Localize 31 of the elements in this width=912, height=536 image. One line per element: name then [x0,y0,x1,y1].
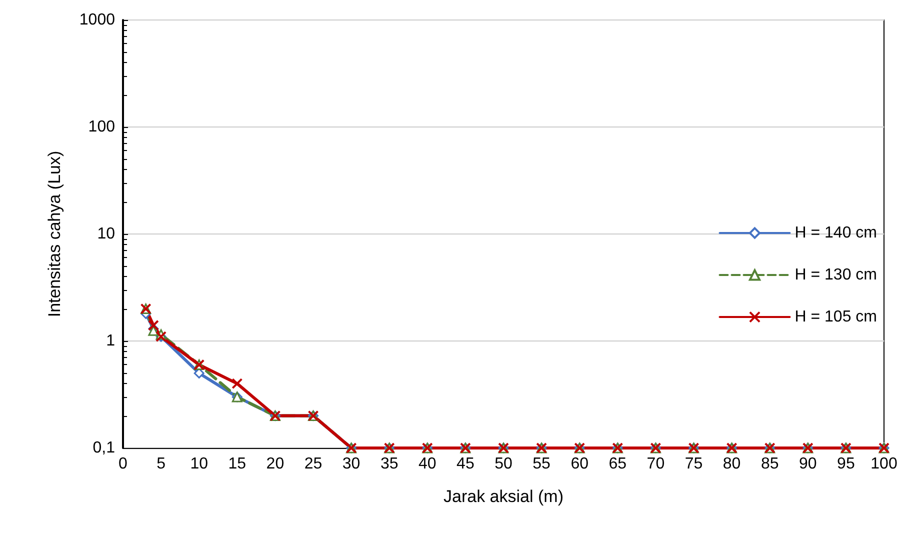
x-tick-label: 65 [608,456,627,472]
x-tick-label: 15 [228,456,246,472]
x-tick-label: 90 [799,456,817,472]
x-tick-label: 80 [722,456,741,472]
y-axis-title: Intensitas cahya (Lux) [45,150,64,318]
x-tick-label: 100 [870,456,898,472]
x-tick-label: 70 [646,456,665,472]
x-tick-label: 20 [266,456,284,472]
legend-label: H = 105 cm [794,308,878,326]
y-tick-label: 0,1 [92,440,116,456]
x-tick-label: 25 [304,456,322,472]
x-tick-label: 75 [684,456,703,472]
x-tick-label: 55 [532,456,551,472]
x-tick-label: 45 [456,456,474,472]
x-tick-label: 40 [418,456,436,472]
y-tick-label: 1000 [79,12,116,28]
x-tick-label: 0 [118,456,128,472]
x-tick-label: 5 [156,456,166,472]
x-tick-label: 85 [760,456,779,472]
x-tick-label: 60 [570,456,589,472]
x-tick-label: 95 [837,456,855,472]
legend-label: H = 140 cm [794,224,878,242]
x-tick-label: 35 [380,456,398,472]
x-tick-label: 50 [494,456,512,472]
legend-label: H = 130 cm [794,266,878,284]
x-tick-label: 10 [190,456,208,472]
x-tick-label: 30 [342,456,360,472]
y-tick-label: 100 [88,118,116,136]
y-tick-label: 10 [97,226,116,242]
x-axis-title: Jarak aksial (m) [444,487,564,506]
y-tick-label: 1 [106,332,116,350]
